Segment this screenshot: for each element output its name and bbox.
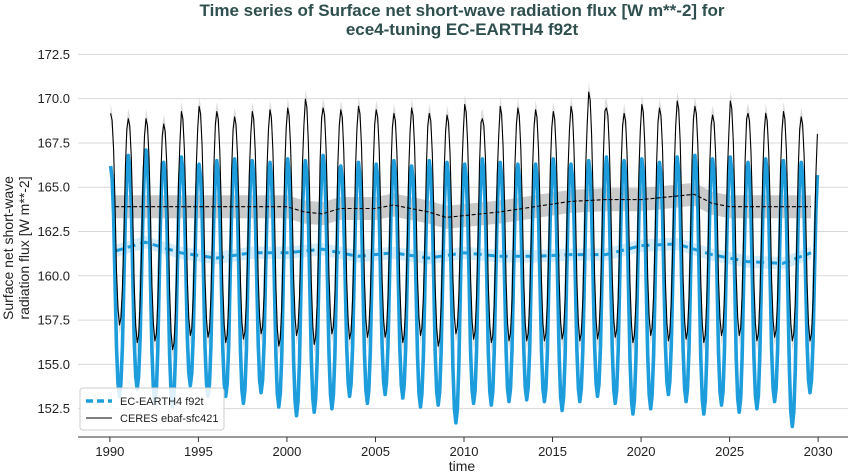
legend-label-ec-earth4: EC-EARTH4 f92t [120,396,204,408]
x-tick-label: 1995 [184,444,213,459]
y-tick-label: 167.5 [37,135,70,150]
ceres-monthly-spread-band [110,82,818,360]
x-tick-label: 2000 [272,444,301,459]
legend: EC-EARTH4 f92t CERES ebaf-sfc421 [79,387,225,431]
y-tick-label: 170.0 [37,91,70,106]
x-tick-label: 2005 [361,444,390,459]
x-tick-label: 2030 [804,444,833,459]
x-tick-label: 2025 [715,444,744,459]
y-tick-label: 160.0 [37,268,70,283]
x-axis-label: time [449,458,476,474]
x-axis: 1990 1995 2000 2005 2010 2015 2020 2025 2030 [78,436,848,459]
chart-title-line2: ece4-tuning EC-EARTH4 f92t [346,20,579,39]
y-tick-label: 152.5 [37,401,70,416]
x-tick-label: 2010 [450,444,479,459]
x-tick-label: 2015 [538,444,567,459]
x-tick-label: 2020 [627,444,656,459]
y-tick-label: 172.5 [37,47,70,62]
legend-label-ceres: CERES ebaf-sfc421 [120,413,218,425]
y-tick-label: 165.0 [37,180,70,195]
y-axis-label-line1: Surface net short-wave [0,176,16,320]
legend-box [79,387,225,431]
series-line-ceres [110,91,818,351]
y-axis: 152.5 155.0 157.5 160.0 162.5 165.0 167.5 170.0… [37,47,70,416]
series-climatology-ceres [115,193,811,218]
y-axis-label-line2: radiation flux [W m**-2] [16,176,32,319]
x-tick-label: 1990 [95,444,124,459]
plot-area [108,82,820,429]
y-tick-label: 162.5 [37,224,70,239]
y-tick-label: 157.5 [37,313,70,328]
chart-title-line1: Time series of Surface net short-wave ra… [200,1,725,20]
series-line-ec-earth4 [108,148,820,429]
y-tick-label: 155.0 [37,357,70,372]
